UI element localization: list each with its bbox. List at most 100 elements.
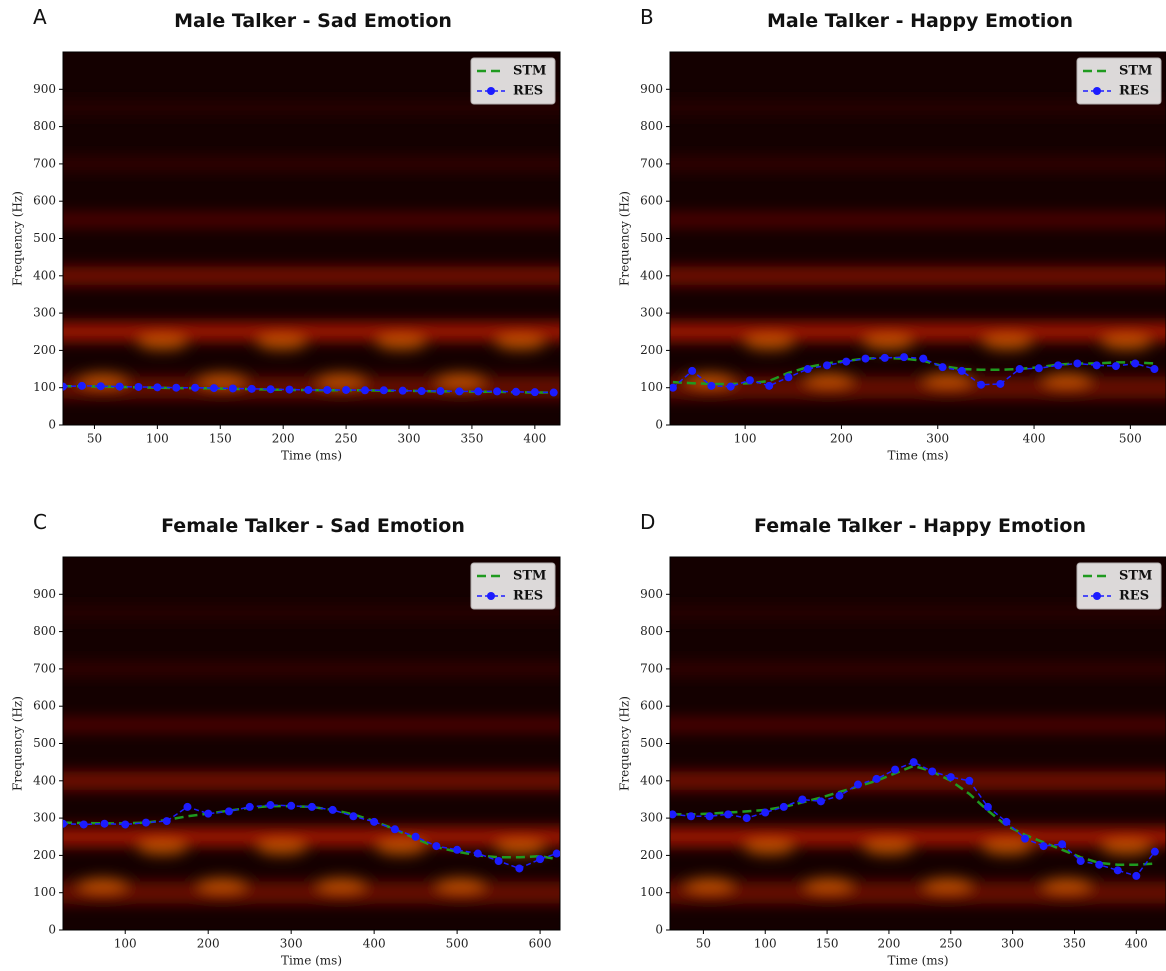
spectrogram xyxy=(670,100,1166,399)
spectrogram-band xyxy=(670,322,1166,342)
spectrogram-band xyxy=(63,771,560,791)
marker xyxy=(803,365,812,374)
marker xyxy=(436,387,445,396)
marker xyxy=(900,353,909,362)
legend-label: STM xyxy=(1119,64,1152,79)
y-tick-label: 800 xyxy=(33,119,56,133)
chart-title: Female Talker - Sad Emotion xyxy=(161,515,465,537)
spectrogram-blob xyxy=(1101,335,1152,351)
spectrogram-band xyxy=(670,717,1166,733)
marker xyxy=(411,832,420,841)
marker xyxy=(328,805,337,814)
spectrogram-blob xyxy=(77,877,128,893)
marker xyxy=(1131,359,1140,368)
spectrogram-blob xyxy=(1101,840,1152,856)
y-tick-label: 500 xyxy=(33,736,56,750)
x-tick-label: 100 xyxy=(114,937,137,951)
marker xyxy=(63,819,67,828)
marker xyxy=(1002,817,1011,826)
x-tick-label: 350 xyxy=(460,432,483,446)
y-tick-label: 600 xyxy=(33,699,56,713)
x-tick-label: 350 xyxy=(1063,937,1086,951)
x-tick-label: 100 xyxy=(754,937,777,951)
y-tick-label: 500 xyxy=(33,231,56,245)
marker xyxy=(285,385,294,394)
line xyxy=(63,385,554,394)
spectrogram-band xyxy=(670,100,1166,116)
x-tick-label: 300 xyxy=(280,937,303,951)
spectrogram-blob xyxy=(77,372,128,388)
marker xyxy=(304,385,313,394)
y-tick-label: 700 xyxy=(33,156,56,170)
marker xyxy=(1113,866,1122,875)
spectrogram-blob xyxy=(863,335,914,351)
y-tick-label: 300 xyxy=(33,306,56,320)
marker xyxy=(1034,364,1043,373)
marker xyxy=(1095,860,1104,869)
marker xyxy=(379,386,388,395)
marker xyxy=(287,801,296,810)
marker xyxy=(742,814,751,823)
x-tick-label: 150 xyxy=(816,937,839,951)
marker xyxy=(79,820,88,829)
marker xyxy=(965,776,974,785)
spectrogram-band xyxy=(63,605,560,621)
marker xyxy=(141,818,150,827)
line xyxy=(672,761,1156,877)
x-axis-label: Time (ms) xyxy=(887,449,948,463)
marker xyxy=(816,797,825,806)
spectrogram-blob xyxy=(495,840,546,856)
spectrogram-blob xyxy=(1042,877,1092,893)
marker xyxy=(228,384,237,393)
y-tick-label: 600 xyxy=(640,194,663,208)
marker xyxy=(880,353,889,362)
marker xyxy=(266,385,275,394)
data-layer xyxy=(63,381,558,397)
spectrogram-blob xyxy=(922,877,973,893)
legend-label: RES xyxy=(1119,84,1149,99)
marker xyxy=(861,354,870,363)
spectrogram-band xyxy=(670,827,1166,847)
y-tick-label: 200 xyxy=(640,848,663,862)
marker xyxy=(724,810,733,819)
marker xyxy=(726,382,735,391)
marker xyxy=(1132,871,1141,880)
marker xyxy=(842,357,851,366)
spectrogram-blob xyxy=(197,372,247,388)
y-tick-label: 900 xyxy=(33,82,56,96)
x-axis-label: Time (ms) xyxy=(281,449,342,463)
legend-marker xyxy=(1093,592,1101,600)
marker xyxy=(1076,856,1085,865)
marker xyxy=(100,819,109,828)
x-tick-label: 300 xyxy=(1001,937,1024,951)
spectrogram-blob xyxy=(1042,372,1092,388)
marker xyxy=(957,366,966,375)
legend-label: RES xyxy=(513,589,543,604)
legend-marker xyxy=(487,87,495,95)
marker xyxy=(121,820,130,829)
panel-label: B xyxy=(640,5,654,29)
y-tick-label: 800 xyxy=(33,624,56,638)
spectrogram-band xyxy=(63,717,560,733)
y-axis-label: Frequency (Hz) xyxy=(11,191,25,286)
marker xyxy=(996,379,1005,388)
y-tick-label: 800 xyxy=(640,624,663,638)
panel-label: D xyxy=(640,510,655,534)
spectrogram-blob xyxy=(197,877,247,893)
marker xyxy=(1111,362,1120,371)
marker xyxy=(453,845,462,854)
marker xyxy=(417,387,426,396)
marker xyxy=(779,802,788,811)
y-tick-label: 400 xyxy=(33,268,56,282)
y-tick-label: 200 xyxy=(33,343,56,357)
marker xyxy=(891,765,900,774)
y-tick-label: 100 xyxy=(640,885,663,899)
legend-label: STM xyxy=(513,569,546,584)
y-tick-label: 300 xyxy=(640,811,663,825)
spectrogram-blob xyxy=(495,335,546,351)
y-tick-label: 700 xyxy=(640,661,663,675)
x-tick-label: 200 xyxy=(830,432,853,446)
x-tick-label: 150 xyxy=(209,432,232,446)
y-tick-label: 100 xyxy=(33,380,56,394)
